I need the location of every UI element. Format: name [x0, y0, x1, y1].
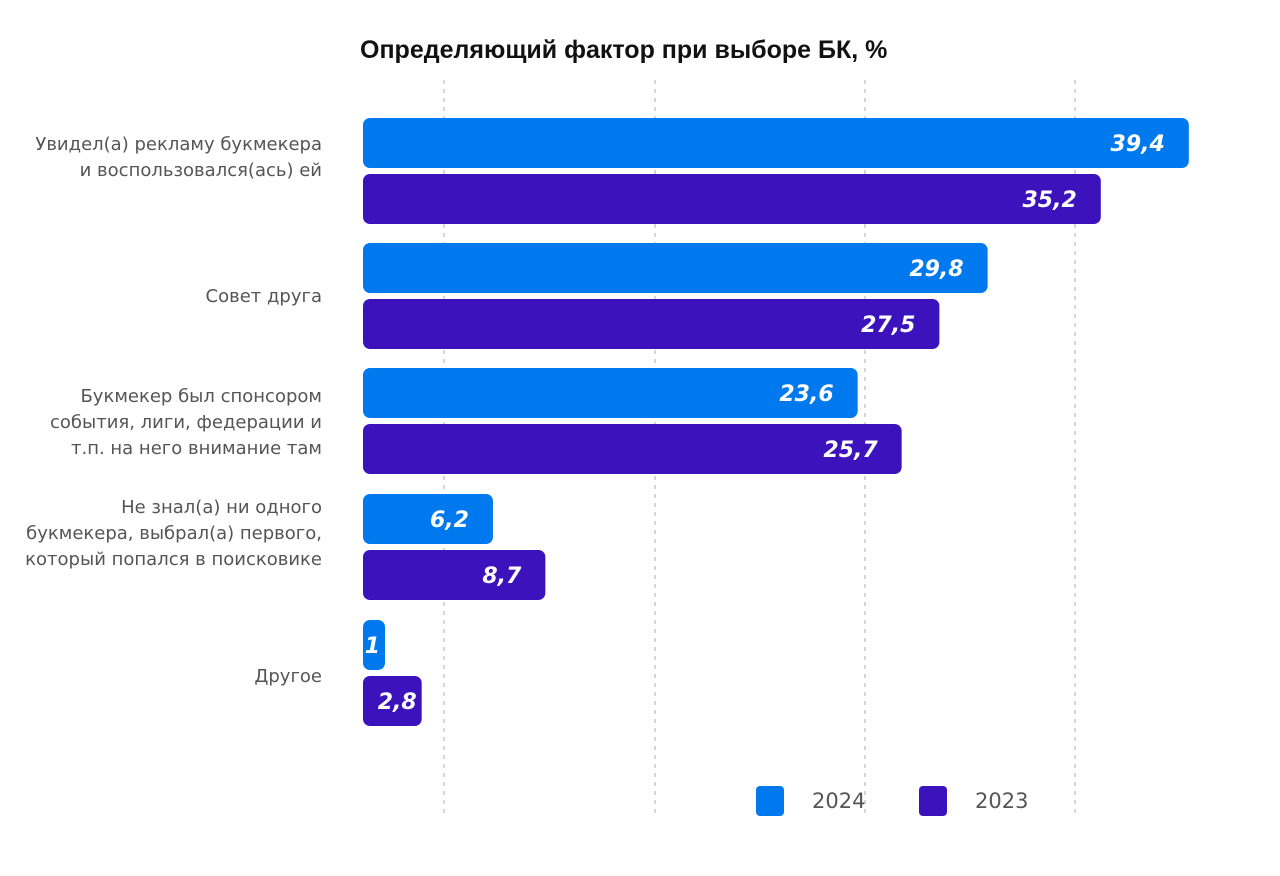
legend-label-2023: 2023 — [975, 789, 1029, 813]
bar-2023-3 — [363, 550, 546, 600]
bar-2023-0 — [363, 174, 1101, 224]
category-label-4: Другое — [254, 666, 322, 687]
bar-2023-4 — [363, 676, 422, 726]
data-label-2023-3: 8,7 — [482, 564, 522, 589]
legend-swatch-2023 — [919, 786, 947, 816]
data-label-2023-4: 2,8 — [378, 690, 417, 715]
legend-item-2024: 2024 — [756, 786, 865, 816]
data-label-2024-2: 23,6 — [779, 382, 833, 407]
data-label-2024-3: 6,2 — [430, 508, 469, 533]
category-label-0: Увидел(а) рекламу букмекера и воспользов… — [35, 134, 322, 181]
legend-label-2024: 2024 — [812, 789, 866, 813]
bar-2024-4 — [363, 620, 385, 670]
bar-2024-1 — [363, 243, 988, 293]
chart-title: Определяющий фактор при выборе БК, % — [360, 36, 888, 64]
bar-2024-0 — [363, 118, 1189, 168]
data-label-2023-1: 27,5 — [861, 313, 915, 338]
data-label-2023-2: 25,7 — [823, 438, 878, 463]
data-label-2024-1: 29,8 — [909, 257, 963, 282]
legend-item-2023: 2023 — [919, 786, 1028, 816]
bar-2023-2 — [363, 424, 902, 474]
category-label-2: Букмекер был спонсором события, лиги, фе… — [50, 386, 322, 459]
bar-2024-3 — [363, 494, 493, 544]
category-label-3: Не знал(а) ни одного букмекера, выбрал(а… — [25, 497, 322, 570]
bar-2023-1 — [363, 299, 940, 349]
legend-swatch-2024 — [756, 786, 784, 816]
data-label-2024-0: 39,4 — [1111, 132, 1165, 157]
category-label-1: Совет друга — [205, 286, 322, 307]
data-label-2024-4: 1 — [365, 634, 380, 659]
data-label-2023-0: 35,2 — [1023, 188, 1077, 213]
bar-2024-2 — [363, 368, 858, 418]
